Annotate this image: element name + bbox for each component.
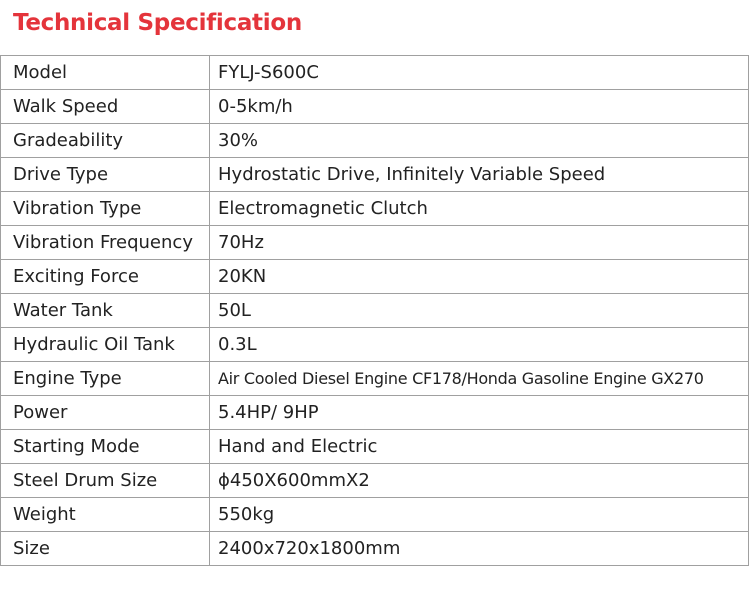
spec-value: 2400x720x1800mm bbox=[209, 531, 749, 566]
table-row: Starting Mode Hand and Electric bbox=[0, 429, 749, 464]
spec-value: 70Hz bbox=[209, 225, 749, 260]
spec-label: Water Tank bbox=[0, 293, 210, 328]
table-row: Exciting Force 20KN bbox=[0, 259, 749, 294]
spec-label: Weight bbox=[0, 497, 210, 532]
spec-value: Hand and Electric bbox=[209, 429, 749, 464]
spec-value: 30% bbox=[209, 123, 749, 158]
table-row: Vibration Frequency 70Hz bbox=[0, 225, 749, 260]
table-row: Engine Type Air Cooled Diesel Engine CF17… bbox=[0, 361, 749, 396]
table-row: Steel Drum Size ϕ450X600mmX2 bbox=[0, 463, 749, 498]
spec-value: Air Cooled Diesel Engine CF178/Honda Gas… bbox=[209, 361, 749, 396]
table-row: Size 2400x720x1800mm bbox=[0, 531, 749, 566]
spec-value: Hydrostatic Drive, Infinitely Variable S… bbox=[209, 157, 749, 192]
spec-label: Gradeability bbox=[0, 123, 210, 158]
spec-label: Walk Speed bbox=[0, 89, 210, 124]
spec-label: Vibration Frequency bbox=[0, 225, 210, 260]
table-row: Power 5.4HP/ 9HP bbox=[0, 395, 749, 430]
spec-label: Steel Drum Size bbox=[0, 463, 210, 498]
spec-label: Exciting Force bbox=[0, 259, 210, 294]
table-row: Model FYLJ-S600C bbox=[0, 55, 749, 90]
spec-label: Model bbox=[0, 55, 210, 90]
spec-label: Vibration Type bbox=[0, 191, 210, 226]
table-row: Hydraulic Oil Tank 0.3L bbox=[0, 327, 749, 362]
spec-value: Electromagnetic Clutch bbox=[209, 191, 749, 226]
table-row: Drive Type Hydrostatic Drive, Infinitely … bbox=[0, 157, 749, 192]
spec-value: 550kg bbox=[209, 497, 749, 532]
table-row: Water Tank 50L bbox=[0, 293, 749, 328]
spec-label: Hydraulic Oil Tank bbox=[0, 327, 210, 362]
spec-value: 20KN bbox=[209, 259, 749, 294]
table-row: Gradeability 30% bbox=[0, 123, 749, 158]
spec-label: Drive Type bbox=[0, 157, 210, 192]
spec-value: ϕ450X600mmX2 bbox=[209, 463, 749, 498]
spec-value: 50L bbox=[209, 293, 749, 328]
spec-value: 0.3L bbox=[209, 327, 749, 362]
spec-value: 0-5km/h bbox=[209, 89, 749, 124]
table-row: Walk Speed 0-5km/h bbox=[0, 89, 749, 124]
page-title: Technical Specification bbox=[13, 10, 302, 36]
spec-label: Starting Mode bbox=[0, 429, 210, 464]
spec-value: FYLJ-S600C bbox=[209, 55, 749, 90]
spec-label: Power bbox=[0, 395, 210, 430]
spec-label: Size bbox=[0, 531, 210, 566]
table-row: Weight 550kg bbox=[0, 497, 749, 532]
spec-value: 5.4HP/ 9HP bbox=[209, 395, 749, 430]
spec-table: Model FYLJ-S600C Walk Speed 0-5km/h Gradeabi… bbox=[0, 55, 749, 566]
spec-label: Engine Type bbox=[0, 361, 210, 396]
table-row: Vibration Type Electromagnetic Clutch bbox=[0, 191, 749, 226]
